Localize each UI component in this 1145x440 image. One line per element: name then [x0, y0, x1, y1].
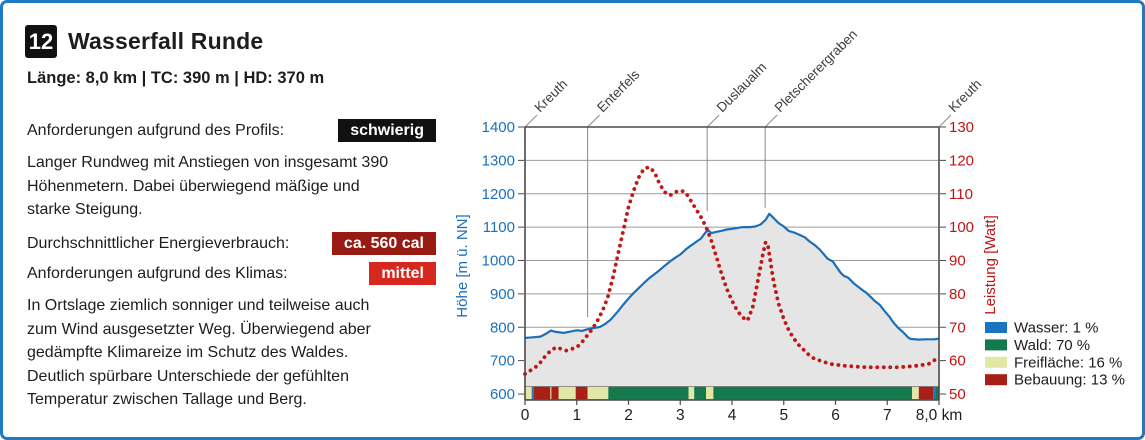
profile-requirement-label: Anforderungen aufgrund des Profils: — [27, 121, 285, 139]
x-tick-label: 8,0 km — [916, 407, 963, 424]
x-tick-label: 3 — [676, 407, 685, 424]
legend-label-wasser: Wasser: 1 % — [1014, 320, 1098, 337]
right-tick-label: 90 — [949, 253, 966, 270]
surface-segment-wald — [608, 386, 689, 400]
waypoint-connector — [706, 114, 720, 128]
right-tick-label: 100 — [949, 219, 974, 236]
x-tick-label: 7 — [883, 407, 892, 424]
x-tick-label: 1 — [572, 407, 581, 424]
waypoint-label: Pletscherergraben — [772, 27, 861, 116]
x-tick-label: 4 — [728, 407, 737, 424]
left-tick-label: 600 — [490, 386, 515, 403]
left-tick-label: 700 — [490, 353, 515, 370]
surface-segment-bebauung — [533, 386, 551, 400]
waypoint-label: Enterfels — [594, 67, 642, 115]
energy-row: Durchschnittlicher Energieverbrauch: ca.… — [27, 232, 436, 255]
climate-requirement-row: Anforderungen aufgrund des Klimas: mitte… — [27, 262, 436, 285]
difficulty-badge: schwierig — [338, 119, 436, 142]
surface-segment-bebauung — [575, 386, 588, 400]
description-profile: Langer Rundweg mit Anstiegen von insgesa… — [27, 154, 389, 218]
left-tick-label: 900 — [490, 286, 515, 303]
energy-label: Durchschnittlicher Energieverbrauch: — [27, 234, 290, 252]
climate-requirement-label: Anforderungen aufgrund des Klimas: — [27, 264, 288, 282]
elevation-area — [525, 213, 939, 400]
left-tick-label: 1100 — [483, 219, 515, 236]
legend-swatch-wald — [985, 339, 1007, 351]
x-tick-label: 0 — [521, 407, 530, 424]
surface-segment-freiflaeche — [706, 386, 714, 400]
waypoint-label: Kreuth — [532, 76, 571, 115]
plot-frame — [524, 126, 940, 400]
waypoint-connector — [524, 114, 538, 128]
x-tick-label: 2 — [624, 407, 633, 424]
right-tick-label: 120 — [949, 152, 974, 169]
surface-segment-freiflaeche — [558, 386, 576, 400]
surface-segment-freiflaeche — [688, 386, 695, 400]
legend-swatch-freiflaeche — [985, 356, 1007, 368]
left-tick-label: 1200 — [482, 186, 515, 203]
left-tick-label: 1300 — [482, 152, 515, 169]
surface-segment-wasser — [933, 386, 936, 400]
right-tick-label: 60 — [949, 353, 966, 370]
legend-label-freiflaeche: Freifläche: 16 % — [1014, 354, 1122, 371]
waypoint-connector — [587, 114, 600, 128]
left-axis-title: Höhe [m ü. NN] — [454, 214, 471, 317]
left-tick-label: 800 — [490, 319, 515, 336]
surface-segment-bebauung — [551, 386, 559, 400]
header: 12 Wasserfall Runde — [25, 25, 263, 58]
right-tick-label: 50 — [949, 386, 966, 403]
surface-segment-wald — [935, 386, 939, 400]
x-tick-label: 5 — [779, 407, 788, 424]
surface-segment-freiflaeche — [912, 386, 919, 400]
route-profile-chart: Kreuth Enterfels Duslaualm Pletscherergrabe… — [454, 27, 1125, 424]
right-tick-label: 80 — [949, 286, 966, 303]
left-tick-label: 1400 — [482, 119, 515, 136]
energy-badge: ca. 560 cal — [331, 232, 436, 255]
legend-label-wald: Wald: 70 % — [1014, 337, 1090, 354]
right-tick-label: 130 — [949, 119, 974, 136]
surface-segment-wasser — [531, 386, 534, 400]
route-stats: Länge: 8,0 km | TC: 390 m | HD: 370 m — [27, 69, 325, 87]
x-tick-label: 6 — [831, 407, 840, 424]
description-climate: In Ortslage ziemlich sonniger und teilwe… — [27, 297, 371, 408]
surface-segment-freiflaeche — [525, 386, 532, 400]
right-tick-label: 70 — [949, 319, 966, 336]
surface-segment-wald — [694, 386, 707, 400]
right-axis-title: Leistung [Watt] — [982, 215, 999, 315]
legend-swatch-bebauung — [985, 374, 1007, 386]
climate-badge: mittel — [369, 262, 436, 285]
power-curve — [523, 164, 941, 376]
page-title: Wasserfall Runde — [68, 28, 264, 54]
profile-requirement-row: Anforderungen aufgrund des Profils: schw… — [27, 119, 436, 142]
waypoint-label: Duslaualm — [714, 59, 770, 115]
surface-segment-freiflaeche — [587, 386, 609, 400]
waypoint-label: Kreuth — [946, 76, 985, 115]
elevation-line — [524, 212, 940, 341]
legend-label-bebauung: Bebauung: 13 % — [1014, 372, 1125, 389]
legend-swatch-wasser — [985, 322, 1007, 333]
right-tick-label: 110 — [949, 186, 973, 203]
surface-segment-bebauung — [918, 386, 934, 400]
left-tick-label: 1000 — [482, 253, 515, 270]
waypoint-connector — [764, 114, 778, 128]
surface-segment-wald — [713, 386, 913, 400]
surface-segment-freiflaeche — [550, 386, 552, 400]
waypoint-connector — [938, 114, 952, 128]
route-number-badge: 12 — [25, 25, 57, 58]
